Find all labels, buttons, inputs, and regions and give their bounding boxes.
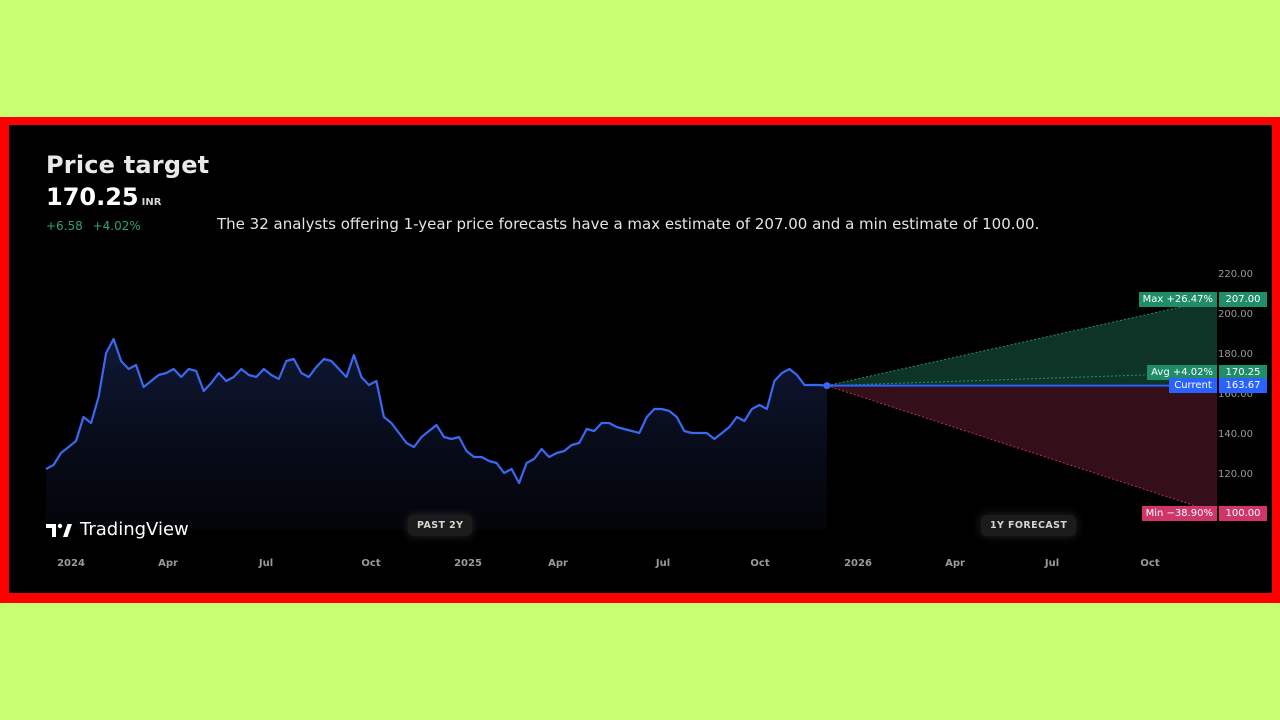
tradingview-logo-icon xyxy=(46,523,72,537)
brand-name: TradingView xyxy=(80,519,189,540)
max-value-label: 207.00 xyxy=(1219,291,1267,307)
price-change: +6.58 +4.02% xyxy=(46,219,147,233)
x-tick-label: Jul xyxy=(258,558,273,569)
x-tick-label: Oct xyxy=(361,558,380,569)
y-tick-label: 200.00 xyxy=(1218,309,1253,320)
x-tick-label: Jul xyxy=(1044,558,1059,569)
x-tick-label: 2026 xyxy=(844,558,872,569)
price-line xyxy=(45,337,828,485)
min-value-label: 100.00 xyxy=(1219,505,1267,521)
max-label: Max +26.47% xyxy=(1138,291,1217,307)
current-value-label: 163.67 xyxy=(1219,378,1267,394)
forecast-period-button[interactable]: 1Y FORECAST xyxy=(981,515,1077,536)
x-tick-label: Oct xyxy=(1140,558,1159,569)
max-forecast-line xyxy=(826,298,1218,387)
x-tick-label: 2025 xyxy=(454,558,482,569)
x-tick-label: Apr xyxy=(945,558,965,569)
price-chart[interactable]: 220.00 200.00 180.00 160.00 140.00 120.00 2024… xyxy=(9,125,1272,593)
x-tick-label: Apr xyxy=(548,558,568,569)
forecast-upside-area xyxy=(827,299,1217,386)
widget-title: Price target xyxy=(46,151,210,179)
change-percent: +4.02% xyxy=(92,219,141,233)
avg-value-label: 170.25 xyxy=(1219,365,1267,380)
change-absolute: +6.58 xyxy=(46,219,83,233)
analyst-summary: The 32 analysts offering 1-year price fo… xyxy=(217,215,1040,233)
x-tick-label: Oct xyxy=(750,558,769,569)
y-tick-label: 180.00 xyxy=(1218,349,1253,360)
price-target-value: 170.25 xyxy=(46,183,139,211)
forecast-downside-area xyxy=(827,385,1217,513)
x-tick-label: Apr xyxy=(158,558,178,569)
current-label: Current xyxy=(1169,378,1217,394)
tradingview-logo[interactable]: TradingView xyxy=(46,519,189,540)
price-target-widget: Price target 170.25 INR +6.58 +4.02% The … xyxy=(9,125,1272,593)
min-forecast-line xyxy=(826,385,1218,514)
current-price-marker xyxy=(823,382,831,390)
min-label: Min −38.90% xyxy=(1141,505,1217,521)
price-display: 170.25 INR xyxy=(46,183,161,211)
y-tick-label: 220.00 xyxy=(1218,269,1253,280)
x-tick-label: Jul xyxy=(655,558,670,569)
currency-code: INR xyxy=(141,197,162,208)
y-tick-label: 160.00 xyxy=(1218,389,1253,400)
past-period-button[interactable]: PAST 2Y xyxy=(408,515,473,536)
y-tick-label: 140.00 xyxy=(1218,429,1253,440)
history-area xyxy=(46,339,827,530)
y-tick-label: 120.00 xyxy=(1218,469,1253,480)
avg-label: Avg +4.02% xyxy=(1147,365,1217,380)
x-tick-label: 2024 xyxy=(57,558,85,569)
